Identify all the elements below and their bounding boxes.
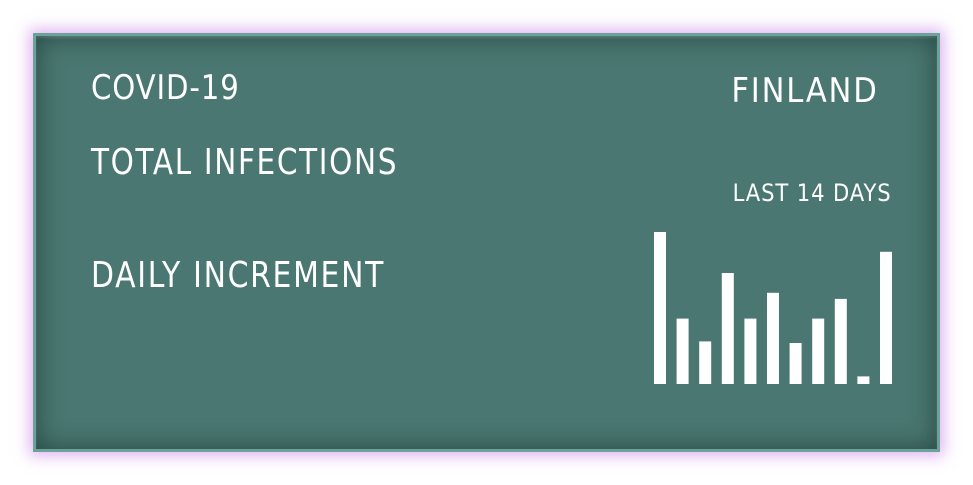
daily-bar-11 xyxy=(880,251,892,384)
daily-bar-9 xyxy=(834,298,847,384)
country-name: FINLAND xyxy=(731,71,879,111)
total-infections-label: TOTAL INFECTIONS xyxy=(91,142,399,183)
period-label: LAST 14 DAYS xyxy=(733,179,892,207)
daily-bar-2 xyxy=(676,318,689,384)
daily-bar-8 xyxy=(812,318,825,384)
daily-bar-chart xyxy=(654,232,892,384)
daily-bar-10 xyxy=(857,376,870,384)
daily-bar-7 xyxy=(789,343,802,384)
widget-title: COVID-19 xyxy=(91,68,240,108)
daily-bar-3 xyxy=(699,341,712,384)
daily-increment-label: DAILY INCREMENT xyxy=(91,255,386,296)
daily-bar-1 xyxy=(654,232,666,384)
daily-bar-5 xyxy=(744,318,757,384)
daily-bar-6 xyxy=(767,292,779,384)
daily-bar-4 xyxy=(721,273,734,384)
covid-widget-panel: COVID-19 FINLAND TOTAL INFECTIONS LAST 1… xyxy=(33,33,940,452)
